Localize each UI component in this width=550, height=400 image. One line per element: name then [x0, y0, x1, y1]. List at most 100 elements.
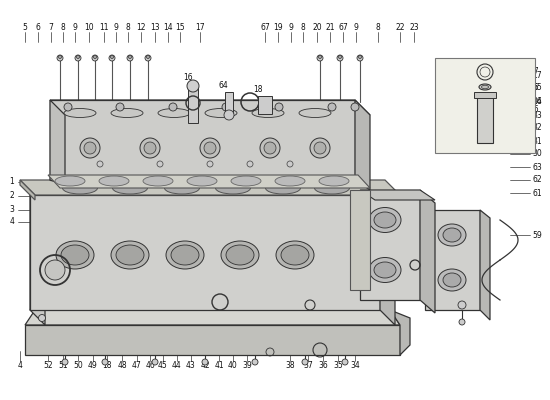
Bar [435, 58, 535, 153]
Circle shape [169, 103, 177, 111]
Circle shape [357, 55, 363, 61]
Ellipse shape [143, 176, 173, 186]
Text: 57: 57 [223, 174, 233, 182]
Text: 55: 55 [193, 174, 203, 182]
Text: 14: 14 [163, 24, 173, 32]
Text: 45: 45 [158, 360, 168, 370]
Text: 16: 16 [183, 74, 193, 82]
Circle shape [111, 56, 113, 58]
Ellipse shape [481, 85, 488, 89]
Text: 46: 46 [145, 360, 155, 370]
Text: 48: 48 [117, 360, 127, 370]
Ellipse shape [443, 273, 461, 287]
Text: 5: 5 [23, 24, 28, 32]
Text: 29: 29 [417, 244, 427, 252]
Ellipse shape [266, 182, 300, 194]
Text: 21: 21 [325, 24, 335, 32]
Polygon shape [25, 325, 400, 355]
Text: 50: 50 [73, 360, 83, 370]
Circle shape [64, 103, 72, 111]
Circle shape [317, 55, 323, 61]
Circle shape [302, 359, 308, 365]
Circle shape [152, 359, 158, 365]
Polygon shape [380, 195, 395, 325]
Text: 6: 6 [36, 24, 41, 32]
Ellipse shape [158, 108, 190, 118]
Polygon shape [350, 190, 370, 290]
Ellipse shape [111, 241, 149, 269]
Text: 37: 37 [303, 360, 313, 370]
Ellipse shape [443, 228, 461, 242]
Ellipse shape [369, 258, 401, 282]
Ellipse shape [187, 176, 217, 186]
Text: 63: 63 [532, 162, 542, 172]
Text: 67: 67 [338, 24, 348, 32]
Text: 65: 65 [532, 84, 542, 92]
Text: 44: 44 [172, 360, 182, 370]
Text: 42: 42 [200, 360, 210, 370]
Text: 43: 43 [186, 360, 196, 370]
Circle shape [62, 359, 68, 365]
Circle shape [39, 314, 46, 322]
Circle shape [92, 55, 98, 61]
Circle shape [45, 260, 65, 280]
Polygon shape [50, 100, 370, 115]
Ellipse shape [231, 176, 261, 186]
Ellipse shape [61, 245, 89, 265]
Ellipse shape [205, 108, 237, 118]
Circle shape [338, 56, 342, 58]
Polygon shape [480, 210, 490, 320]
Circle shape [109, 55, 115, 61]
Circle shape [264, 142, 276, 154]
Circle shape [145, 55, 151, 61]
Text: 8: 8 [301, 24, 305, 32]
Bar [225, 92, 233, 114]
Text: 4: 4 [9, 218, 14, 226]
Polygon shape [420, 190, 435, 313]
Ellipse shape [374, 262, 396, 278]
Ellipse shape [369, 208, 401, 232]
Ellipse shape [111, 108, 143, 118]
Text: 13: 13 [150, 24, 160, 32]
Text: 19: 19 [273, 24, 283, 32]
Circle shape [337, 55, 343, 61]
Ellipse shape [99, 176, 129, 186]
Text: 8: 8 [376, 24, 381, 32]
Circle shape [76, 56, 80, 58]
Polygon shape [355, 100, 370, 190]
Circle shape [84, 142, 96, 154]
Text: 27: 27 [390, 260, 400, 270]
Circle shape [207, 161, 213, 167]
Ellipse shape [315, 182, 349, 194]
Text: 9: 9 [73, 24, 78, 32]
Circle shape [224, 110, 234, 120]
Polygon shape [20, 180, 400, 195]
Text: 22: 22 [395, 24, 405, 32]
Ellipse shape [221, 241, 259, 269]
Polygon shape [390, 310, 410, 355]
Text: 67: 67 [260, 24, 270, 32]
Bar [477, 95, 493, 143]
Text: 40: 40 [228, 360, 238, 370]
Text: 24: 24 [357, 180, 367, 190]
Text: 54: 54 [167, 174, 177, 182]
Text: 4: 4 [18, 360, 23, 370]
Text: 1: 1 [92, 174, 97, 182]
Ellipse shape [55, 176, 85, 186]
Circle shape [459, 319, 465, 325]
Text: 49: 49 [88, 360, 98, 370]
Text: 1: 1 [120, 168, 124, 176]
Ellipse shape [113, 182, 147, 194]
Text: 66: 66 [218, 114, 228, 122]
Text: 17: 17 [529, 68, 539, 76]
Circle shape [58, 56, 62, 58]
Circle shape [222, 103, 230, 111]
Polygon shape [25, 310, 400, 325]
Circle shape [140, 138, 160, 158]
Circle shape [57, 55, 63, 61]
Text: 34: 34 [532, 98, 542, 106]
Text: 2: 2 [10, 192, 14, 200]
Circle shape [247, 161, 253, 167]
Text: 23: 23 [409, 24, 419, 32]
Circle shape [204, 142, 216, 154]
